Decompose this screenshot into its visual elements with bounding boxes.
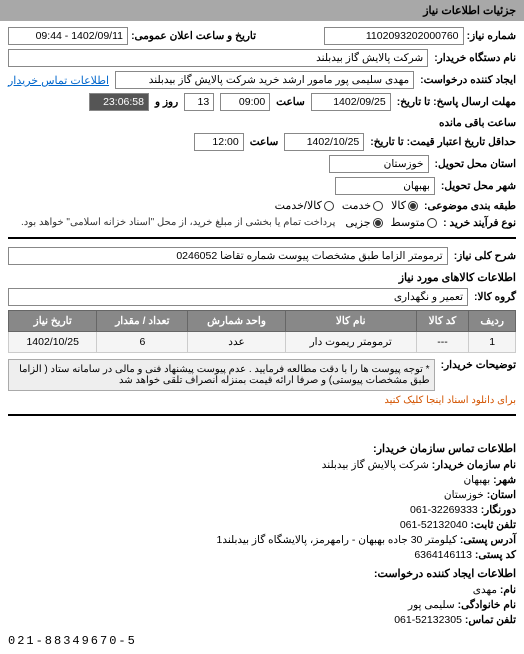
request-no-label: شماره نیاز:: [467, 30, 516, 42]
process-note: پرداخت تمام یا بخشی از مبلغ خرید، از محل…: [21, 217, 335, 228]
name-value: مهدی: [473, 584, 497, 596]
family-label: نام خانوادگی:: [458, 599, 516, 611]
th-date: تاریخ نیاز: [9, 311, 97, 332]
deadline-date: 1402/09/25: [311, 93, 391, 111]
buyer-device-value: شرکت پالایش گاز بیدبلند: [8, 49, 428, 67]
days-label: روز و: [155, 96, 178, 108]
group-value: تعمیر و نگهداری: [8, 288, 468, 306]
validity-label: حداقل تاریخ اعتبار قیمت: تا تاریخ:: [370, 136, 516, 148]
radio-all-label: کالا: [391, 199, 406, 212]
org-label: نام سازمان خریدار:: [432, 459, 516, 471]
contact-city-value: بهبهان: [463, 474, 490, 486]
buyer-device-label: نام دستگاه خریدار:: [434, 52, 516, 64]
contact-province-label: استان:: [487, 489, 516, 501]
address-value: کیلومتر 30 جاده بهبهان - رامهرمز، پالایش…: [216, 534, 456, 546]
td-date: 1402/10/25: [9, 332, 97, 353]
radio-medium-label: متوسط: [391, 216, 426, 229]
days-value: 13: [184, 93, 214, 111]
province-value: خوزستان: [329, 155, 429, 173]
th-code: کد کالا: [416, 311, 469, 332]
contact-province-value: خوزستان: [444, 489, 484, 501]
table-row: 1 --- ترمومتر ریموت دار عدد 6 1402/10/25: [9, 332, 516, 353]
form-area: شماره نیاز: 1102093202000760 تاریخ و ساع…: [0, 21, 524, 430]
td-row: 1: [469, 332, 516, 353]
buyer-desc-label: توضیحات خریدار:: [441, 359, 516, 371]
radio-partial[interactable]: جزیی: [345, 216, 382, 229]
requester-value: مهدی سلیمی پور مامور ارشد خرید شرکت پالا…: [115, 71, 414, 89]
divider-2: [8, 414, 516, 416]
name-label: نام:: [500, 584, 516, 596]
contact-phone-value: 52132305-061: [394, 614, 462, 626]
desc-label: شرح کلی نیاز:: [454, 250, 516, 262]
requester-label: ایجاد کننده درخواست:: [420, 74, 516, 86]
city-label: شهر محل تحویل:: [441, 180, 516, 192]
radio-service[interactable]: کالا/خدمت: [275, 199, 334, 212]
province-label: استان محل تحویل:: [435, 158, 516, 170]
city-value: بهبهان: [335, 177, 435, 195]
td-code: ---: [416, 332, 469, 353]
th-qty: تعداد / مقدار: [97, 311, 188, 332]
barcode-text: 021-88349670-5: [8, 634, 516, 648]
divider-1: [8, 237, 516, 239]
fax-value: 32269333-061: [410, 504, 478, 516]
process-radio-group: متوسط جزیی: [345, 216, 437, 229]
remaining-time: 23:06:58: [89, 93, 149, 111]
radio-service-label: کالا/خدمت: [275, 199, 322, 212]
contact-phone-label: تلفن تماس:: [465, 614, 516, 626]
family-value: سلیمی پور: [408, 599, 455, 611]
request-no-value: 1102093202000760: [324, 27, 464, 45]
td-unit: عدد: [188, 332, 285, 353]
announce-value: 1402/09/11 - 09:44: [8, 27, 128, 45]
buyer-contact-link[interactable]: اطلاعات تماس خریدار: [8, 74, 109, 87]
creator-header: اطلاعات ایجاد کننده درخواست:: [8, 567, 516, 580]
goods-table: ردیف کد کالا نام کالا واحد شمارش تعداد /…: [8, 310, 516, 353]
validity-date: 1402/10/25: [284, 133, 364, 151]
process-label: نوع فرآیند خرید :: [443, 217, 516, 229]
fax-label: دورنگار:: [481, 504, 516, 516]
contact-city-label: شهر:: [493, 474, 516, 486]
postal-value: 6364146113: [414, 549, 472, 561]
phone-value: 52132040-061: [400, 519, 468, 531]
org-value: شرکت پالایش گاز بیدبلند: [322, 459, 429, 471]
radio-partial-label: جزیی: [345, 216, 370, 229]
th-unit: واحد شمارش: [188, 311, 285, 332]
radio-medium-pkg-label: خدمت: [342, 199, 371, 212]
deadline-label: مهلت ارسال پاسخ: تا تاریخ:: [397, 96, 516, 108]
deadline-time: 09:00: [220, 93, 270, 111]
package-label: طبقه بندی موضوعی:: [424, 200, 516, 212]
contact-area: اطلاعات تماس سازمان خریدار: نام سازمان خ…: [0, 430, 524, 654]
address-label: آدرس پستی:: [460, 534, 516, 546]
download-note[interactable]: برای دانلود اسناد اینجا کلیک کنید: [8, 395, 516, 406]
th-row: ردیف: [469, 311, 516, 332]
td-qty: 6: [97, 332, 188, 353]
group-label: گروه کالا:: [474, 291, 516, 303]
validity-time: 12:00: [194, 133, 244, 151]
remaining-label: ساعت باقی مانده: [439, 117, 516, 129]
radio-medium[interactable]: متوسط: [391, 216, 438, 229]
desc-value: ترمومتر الزاما طبق مشخصات پیوست شماره تق…: [8, 247, 448, 265]
td-name: ترمومتر ریموت دار: [285, 332, 416, 353]
radio-medium-pkg[interactable]: خدمت: [342, 199, 383, 212]
phone-label: تلفن ثابت:: [471, 519, 516, 531]
radio-all[interactable]: کالا: [391, 199, 418, 212]
contact-header: اطلاعات تماس سازمان خریدار:: [8, 442, 516, 455]
time-label-1: ساعت: [276, 96, 305, 108]
buyer-desc-text: * توجه پیوست ها را با دقت مطالعه فرمایید…: [8, 359, 435, 391]
page-header: جزئیات اطلاعات نیاز: [0, 0, 524, 21]
postal-label: کد پستی:: [475, 549, 516, 561]
package-radio-group: کالا خدمت کالا/خدمت: [275, 199, 418, 212]
th-name: نام کالا: [285, 311, 416, 332]
time-label-2: ساعت: [250, 136, 279, 148]
goods-header: اطلاعات کالاهای مورد نیاز: [8, 271, 516, 284]
announce-label: تاریخ و ساعت اعلان عمومی:: [131, 30, 256, 42]
